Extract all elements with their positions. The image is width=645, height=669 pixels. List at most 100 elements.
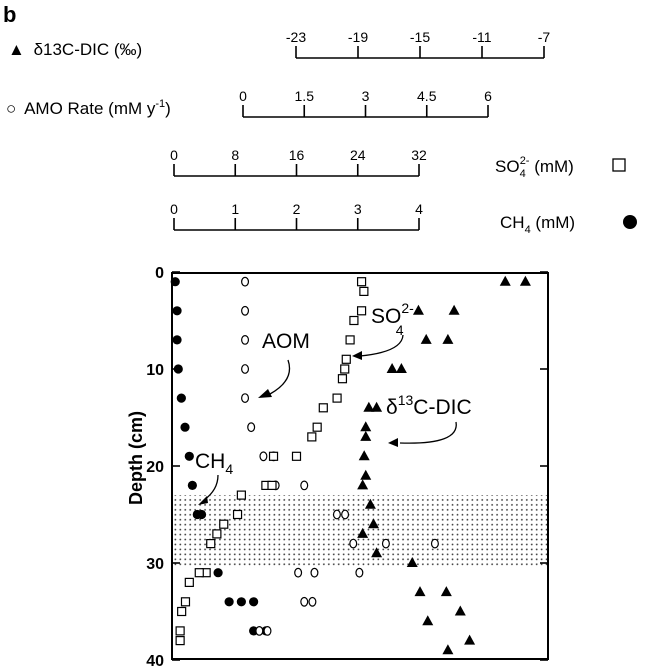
point-so4: [312, 422, 322, 432]
legend-ch4-dot: [623, 215, 637, 229]
point-dic: [442, 333, 454, 344]
point-dic: [442, 644, 454, 655]
axis-dic-tick-label: -19: [348, 29, 368, 45]
axis-amo-tick-label: 4.5: [417, 88, 437, 104]
annotation-aom-arrow: [269, 359, 291, 395]
point-amo: [332, 509, 341, 520]
y-tick-label: 40: [146, 653, 164, 669]
point-amo: [430, 538, 439, 549]
axis-amo: 0 1.5 3 4.5 6: [239, 88, 492, 118]
annotation-so4-arrowhead: [352, 351, 362, 360]
point-dic: [414, 586, 426, 597]
point-so4: [175, 626, 185, 636]
point-so4: [219, 519, 229, 529]
legend-amo-sup: -1: [155, 98, 165, 110]
axis-so4-tick-label: 0: [170, 147, 178, 163]
point-amo: [259, 451, 268, 462]
point-amo: [255, 626, 264, 636]
point-dic: [358, 450, 370, 461]
point-dic: [360, 421, 372, 432]
point-amo: [241, 335, 250, 345]
annotation-so4: SO2-4: [371, 300, 414, 338]
aom-zone-band: [173, 495, 547, 568]
point-dic: [371, 547, 383, 558]
point-dic: [519, 275, 531, 286]
point-so4: [345, 335, 355, 345]
point-dic: [395, 363, 407, 373]
point-so4: [206, 538, 216, 549]
panel-label: b: [3, 2, 16, 27]
point-so4: [349, 315, 359, 326]
point-dic: [420, 333, 432, 344]
axis-amo-tick-label: 0: [239, 88, 247, 104]
y-axis-label: Depth (cm): [126, 411, 146, 505]
point-so4: [337, 374, 348, 384]
point-so4: [177, 606, 187, 617]
point-amo: [341, 509, 350, 520]
point-dic: [464, 634, 476, 645]
point-so4: [175, 635, 185, 646]
point-amo: [263, 626, 272, 636]
point-dic: [357, 527, 369, 538]
point-amo: [300, 480, 309, 491]
axis-amo-tick-label: 6: [484, 88, 492, 104]
point-dic: [448, 304, 460, 315]
point-ch4: [172, 306, 182, 316]
axis-ch4-tick-label: 3: [354, 201, 362, 217]
point-amo: [241, 393, 250, 404]
annotation-dic-arrowhead: [388, 438, 398, 447]
point-dic: [357, 479, 369, 490]
annotation-dic: δ13C-DIC: [386, 392, 472, 419]
axis-ch4-tick-label: 4: [415, 201, 423, 217]
annotation-aom: AOM: [262, 330, 310, 353]
point-so4: [307, 432, 317, 442]
point-so4: [359, 286, 369, 296]
point-ch4: [176, 393, 186, 403]
axis-so4-tick-label: 8: [231, 147, 239, 163]
legend-dic-symbol: ▲: [8, 40, 25, 59]
point-ch4: [213, 568, 223, 578]
point-so4: [194, 568, 204, 578]
legend-so4-sup: 2-: [520, 155, 530, 167]
point-so4: [232, 509, 243, 520]
point-so4: [268, 451, 279, 461]
point-dic: [371, 401, 383, 412]
point-amo: [308, 596, 317, 607]
point-ch4: [172, 335, 182, 345]
legend-ch4-rest: (mM): [531, 213, 575, 232]
point-so4: [212, 529, 222, 539]
point-amo: [294, 567, 303, 578]
legend-amo-label: AMO Rate (mM y: [24, 99, 156, 118]
point-so4: [180, 597, 191, 607]
axis-amo-tick-label: 3: [362, 88, 370, 104]
point-dic: [386, 363, 398, 373]
legend-amo-close: ): [165, 99, 171, 118]
point-ch4: [249, 597, 259, 607]
point-so4: [267, 480, 277, 490]
axis-so4-tick-label: 16: [289, 147, 305, 163]
point-amo: [310, 567, 319, 578]
point-dic: [440, 586, 452, 597]
axis-so4-tick-label: 32: [411, 147, 427, 163]
axis-so4: 0 8 16 24 32: [170, 147, 427, 177]
y-tick-label: 20: [146, 459, 164, 476]
point-amo: [247, 422, 256, 433]
axis-dic-tick-label: -15: [410, 29, 430, 45]
point-ch4: [196, 509, 207, 520]
point-dic: [412, 304, 424, 315]
legend-dic-text: δ13C-DIC (‰): [34, 40, 143, 59]
point-ch4: [170, 277, 180, 287]
point-ch4: [236, 597, 246, 607]
axis-so4-tick-label: 24: [350, 147, 366, 163]
axis-dic-tick-label: -23: [286, 29, 306, 45]
point-so4: [332, 393, 342, 403]
legend-amo-symbol: ○: [6, 99, 16, 118]
annotation-ch4-arrowhead: [198, 496, 208, 505]
legend-so4-rest: (mM): [529, 157, 573, 176]
axis-dic-tick-label: -11: [472, 29, 491, 45]
point-dic: [368, 518, 379, 529]
axis-ch4-tick-label: 2: [293, 201, 301, 217]
point-so4: [318, 403, 328, 413]
axis-ch4-tick-label: 1: [231, 201, 239, 217]
